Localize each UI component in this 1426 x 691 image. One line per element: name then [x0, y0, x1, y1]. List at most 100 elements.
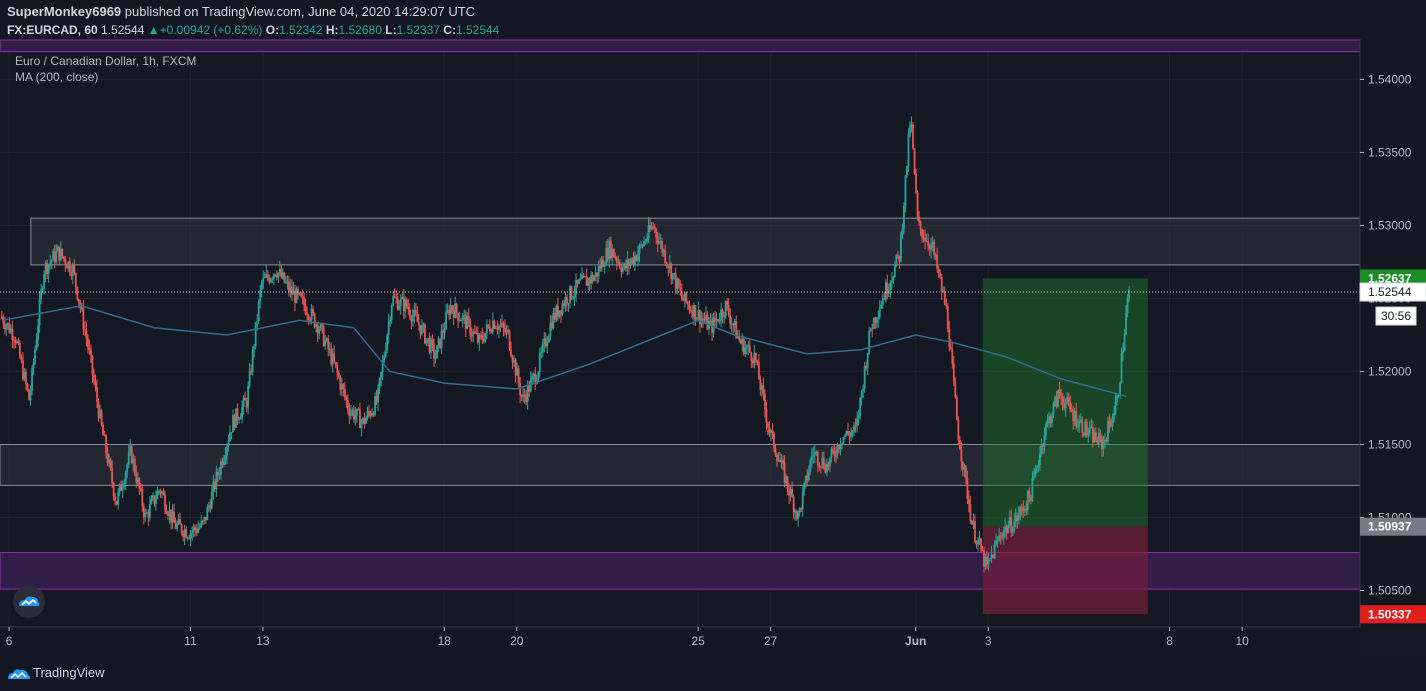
price-axis-panel[interactable]: [1360, 40, 1426, 627]
candle-body: [863, 366, 866, 389]
price-label-last[interactable]: [1359, 282, 1426, 302]
candle-body: [97, 401, 100, 418]
candle-body: [319, 324, 322, 330]
candle-body: [460, 319, 463, 321]
candle-body: [321, 324, 324, 327]
candle-body: [958, 440, 961, 450]
candle-body: [433, 343, 435, 359]
candle-body: [501, 323, 503, 326]
candle-body: [349, 412, 352, 416]
candle-body: [644, 241, 647, 243]
price-change: +0.00942 (+0.62%): [159, 23, 263, 37]
candle-body: [931, 242, 934, 245]
last-price: 1.52544: [101, 23, 145, 37]
candle-body: [149, 503, 151, 518]
candle-body: [538, 353, 541, 373]
candle-body: [925, 240, 928, 242]
tradingview-button[interactable]: [13, 586, 45, 618]
author-name[interactable]: SuperMonkey6969: [7, 4, 122, 19]
candle-body: [177, 519, 180, 524]
price-label-text: 1.50337: [1368, 607, 1412, 621]
candle-body: [227, 440, 230, 447]
candle-body: [466, 316, 469, 330]
candle-body: [517, 368, 520, 384]
candle-body: [872, 317, 875, 329]
candle-body: [1113, 413, 1115, 420]
candle-body: [1102, 441, 1105, 450]
high-value: 1.52680: [338, 23, 382, 37]
candle-body: [1052, 402, 1055, 416]
candle-body: [996, 540, 999, 542]
candle-body: [709, 320, 712, 323]
candle-body: [1033, 475, 1035, 479]
candle-body: [256, 321, 259, 323]
candle-body: [473, 331, 476, 334]
candle-body: [563, 303, 565, 307]
candle-body: [777, 460, 780, 462]
x-tick-label: 10: [1235, 634, 1249, 648]
candle-body: [1081, 419, 1084, 433]
candle-body: [972, 521, 975, 525]
candle-body: [880, 304, 883, 309]
candle-body: [458, 319, 461, 321]
candle-body: [292, 290, 295, 295]
candle-body: [767, 422, 769, 428]
candle-body: [221, 461, 224, 465]
candle-body: [233, 415, 236, 428]
candle-body: [1057, 390, 1059, 407]
candle-body: [476, 333, 479, 343]
candle-body: [496, 328, 499, 330]
candle-body: [511, 356, 514, 363]
candle-body: [1051, 415, 1053, 424]
candle-body: [1028, 490, 1031, 497]
candle-body: [185, 529, 188, 538]
candle-body: [188, 537, 191, 539]
candle-body: [875, 318, 878, 323]
candle-body: [152, 495, 154, 499]
candle-body: [945, 304, 948, 307]
candle-body: [11, 328, 14, 340]
candle-body: [195, 529, 198, 533]
candle-body: [558, 310, 561, 317]
candle-body: [683, 292, 686, 301]
candle-body: [803, 483, 806, 492]
candle-body: [839, 445, 842, 450]
price-label-entry[interactable]: [1360, 517, 1426, 536]
candle-body: [201, 520, 204, 522]
high-label: H:: [325, 23, 339, 37]
time-axis-panel[interactable]: [0, 627, 1360, 655]
moving-average-series: [1, 305, 1127, 398]
candle-body: [726, 300, 729, 306]
candle-body: [336, 365, 339, 373]
candle-body: [179, 519, 182, 525]
candle-body: [859, 397, 862, 416]
candle-body: [1037, 464, 1040, 468]
candle-body: [658, 241, 661, 244]
candle-body: [114, 496, 117, 502]
candle-body: [1055, 396, 1058, 407]
candle-body: [280, 269, 283, 278]
zone-top: [0, 39, 1361, 53]
candle-body: [294, 290, 296, 303]
candle-body: [1040, 444, 1043, 454]
candle-body: [522, 394, 525, 397]
candle-body: [969, 504, 972, 521]
candle-body: [90, 350, 92, 356]
candle-body: [346, 400, 349, 410]
legend-indicator[interactable]: MA (200, close): [15, 70, 99, 84]
price-label-stop[interactable]: [1360, 605, 1426, 624]
candle-body: [514, 359, 517, 376]
candle-body: [490, 331, 493, 333]
ma-200-line: [1, 305, 1127, 398]
long-position-tool[interactable]: [982, 278, 1148, 615]
candle-body: [794, 510, 797, 513]
candle-body: [141, 488, 144, 507]
candle-body: [155, 498, 157, 504]
candle-body: [127, 452, 130, 465]
candle-body: [112, 483, 115, 497]
candle-body: [111, 468, 114, 484]
candle-body: [1005, 526, 1008, 533]
candle-body: [124, 472, 127, 484]
tradingview-brand[interactable]: TradingView: [33, 665, 105, 680]
